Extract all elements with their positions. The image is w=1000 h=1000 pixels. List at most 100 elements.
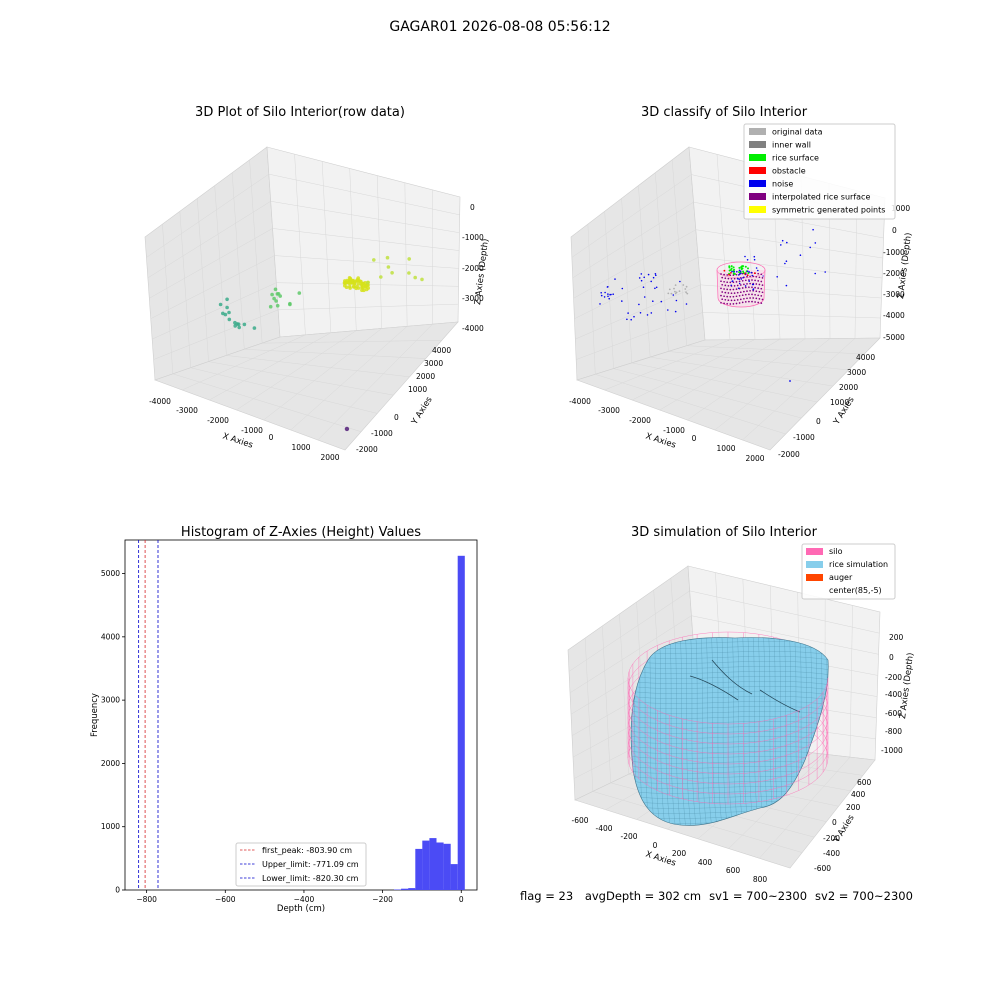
noise-point: [600, 294, 603, 297]
interpolated-point: [726, 274, 729, 276]
simulation-zticks: 200 0 -200 -400 -600 -800 -1000: [881, 633, 904, 755]
data-point: [275, 292, 280, 296]
noise-point: [753, 255, 756, 258]
ytick-label: 1000: [408, 385, 427, 394]
interpolated-point: [758, 276, 761, 279]
noise-point: [675, 299, 678, 302]
legend-swatch-obstacle: [749, 167, 766, 174]
legend-swatch-interpolated: [749, 193, 766, 200]
mesh-line: [631, 670, 829, 676]
histogram-bar: [422, 840, 430, 890]
interpolated-point: [749, 275, 751, 278]
rice-surface-point: [733, 268, 736, 271]
noise-point: [638, 303, 640, 306]
noise-point: [612, 293, 614, 296]
interpolated-point: [743, 283, 745, 286]
legend-swatch-rice-surface: [749, 154, 766, 161]
data-point: [297, 291, 302, 295]
original-point: [686, 292, 689, 295]
interpolated-point: [761, 284, 764, 286]
noise-point: [600, 292, 602, 294]
histogram-bar: [429, 838, 437, 890]
grid-line: [742, 338, 856, 441]
ytick-label: 3000: [847, 368, 866, 377]
legend-label: Upper_limit: -771.09 cm: [262, 860, 359, 869]
interpolated-point: [757, 287, 760, 289]
grid-line: [272, 228, 460, 251]
interpolated-point: [741, 287, 744, 289]
histogram-bar: [450, 864, 458, 890]
noise-point: [733, 270, 735, 273]
noise-point: [603, 296, 606, 298]
rice-surface-point: [732, 266, 735, 269]
grid-line: [604, 211, 614, 369]
xtick-label: -4000: [569, 397, 591, 406]
grid-line: [587, 224, 596, 375]
legend-swatch-original-data: [749, 128, 766, 135]
xtick-label: -1000: [241, 426, 263, 435]
original-point: [684, 288, 687, 290]
grid-line: [249, 159, 263, 344]
noise-point: [799, 254, 802, 256]
noise-point: [608, 297, 610, 300]
ytick-label: 0: [115, 886, 120, 895]
noise-point: [740, 278, 743, 280]
ytick-label: 4000: [101, 632, 120, 641]
noise-point: [685, 303, 688, 305]
mesh-line: [631, 725, 829, 731]
interpolated-point: [744, 301, 747, 303]
noise-point: [748, 271, 750, 273]
interpolated-point: [755, 283, 758, 285]
data-point: [386, 265, 391, 269]
data-point: [274, 299, 278, 303]
obstacle-point: [746, 274, 749, 277]
interpolated-point: [730, 299, 733, 302]
mesh-line: [737, 637, 744, 826]
noise-point: [609, 293, 611, 296]
interpolated-point: [736, 299, 739, 301]
interpolated-point: [751, 293, 753, 296]
data-point: [385, 255, 390, 260]
interpolated-point: [739, 291, 742, 294]
interpolated-point: [721, 291, 724, 293]
classify-plot: 3D classify of Silo Interior -4000 -3000…: [569, 105, 914, 463]
histogram-vlines: [138, 540, 159, 890]
ytick-label: -1000: [793, 433, 815, 442]
data-point: [236, 322, 241, 327]
xtick-label: −400: [294, 895, 315, 904]
grid-line: [716, 154, 731, 340]
xtick-label: -600: [571, 816, 588, 825]
mesh-line: [705, 637, 713, 826]
grid-line: [179, 211, 191, 368]
data-point: [233, 324, 237, 328]
outlier-point: [344, 426, 350, 432]
interpolated-point: [754, 293, 756, 296]
grid-line: [404, 182, 408, 327]
interpolated-point: [757, 280, 760, 282]
xtick-label: 2000: [320, 453, 339, 462]
ztick-label: -800: [885, 727, 902, 736]
raw-data-title: 3D Plot of Silo Interior(row data): [195, 105, 405, 120]
noise-point: [789, 380, 791, 382]
ztick-label: -1000: [883, 248, 905, 257]
interpolated-point: [760, 280, 763, 283]
interpolated-point: [751, 300, 753, 303]
grid-line: [294, 154, 306, 335]
obstacle-point: [730, 272, 732, 274]
classify-points: [599, 228, 826, 382]
ytick-label: 4000: [856, 353, 875, 362]
mesh-line: [631, 710, 829, 716]
ztick-label: -200: [885, 673, 902, 682]
noise-point: [809, 246, 811, 249]
interpolated-point: [723, 295, 725, 298]
interpolated-point: [727, 277, 730, 280]
interpolated-point: [752, 297, 755, 299]
grid-line: [621, 198, 633, 363]
classify-zlabel: Z Axies (Depth): [896, 232, 914, 299]
noise-point: [752, 288, 755, 290]
original-point: [685, 291, 687, 294]
grid-line: [278, 303, 459, 311]
legend-frame: [743, 123, 896, 220]
interpolated-point: [723, 273, 725, 276]
grid-line: [152, 282, 277, 340]
